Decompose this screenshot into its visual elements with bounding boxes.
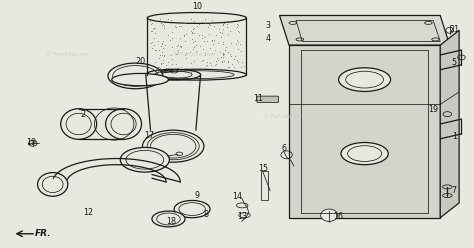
Text: 16: 16 [334,212,344,221]
Text: © Partzilla.com: © Partzilla.com [173,52,216,58]
Text: 19: 19 [27,138,36,147]
Text: 3: 3 [265,21,270,30]
Text: 19: 19 [428,105,438,114]
Ellipse shape [152,211,185,227]
Text: 8: 8 [204,210,209,218]
Ellipse shape [37,173,68,196]
Ellipse shape [338,68,391,92]
Text: 10: 10 [192,2,202,11]
Text: © Partzilla.com: © Partzilla.com [46,52,88,58]
Text: 13: 13 [237,212,247,221]
Bar [261,171,268,200]
Text: 9: 9 [194,191,200,200]
Text: 15: 15 [258,164,268,173]
Text: 6: 6 [282,144,287,153]
Ellipse shape [320,209,337,221]
Ellipse shape [341,143,388,165]
Ellipse shape [143,130,204,162]
Polygon shape [440,30,459,218]
Text: 21: 21 [449,25,459,33]
Text: 14: 14 [232,192,242,201]
Polygon shape [280,15,450,45]
Text: 12: 12 [83,208,93,217]
Text: © Partzilla.com: © Partzilla.com [263,114,306,119]
Ellipse shape [120,147,169,172]
Text: 4: 4 [265,34,270,43]
Ellipse shape [147,69,246,80]
Text: 17: 17 [145,131,155,140]
Polygon shape [289,45,440,218]
Ellipse shape [112,73,168,86]
Ellipse shape [61,109,97,139]
Text: 11: 11 [253,93,263,103]
Text: 7: 7 [452,186,457,195]
Text: 5: 5 [452,58,457,67]
Text: 1: 1 [452,132,457,141]
Text: FR.: FR. [35,229,51,238]
Text: 20: 20 [135,57,145,66]
FancyBboxPatch shape [257,96,279,102]
Ellipse shape [174,200,210,218]
Text: 2: 2 [81,110,86,119]
Ellipse shape [108,63,163,89]
Text: 18: 18 [166,217,176,226]
Ellipse shape [106,109,142,139]
